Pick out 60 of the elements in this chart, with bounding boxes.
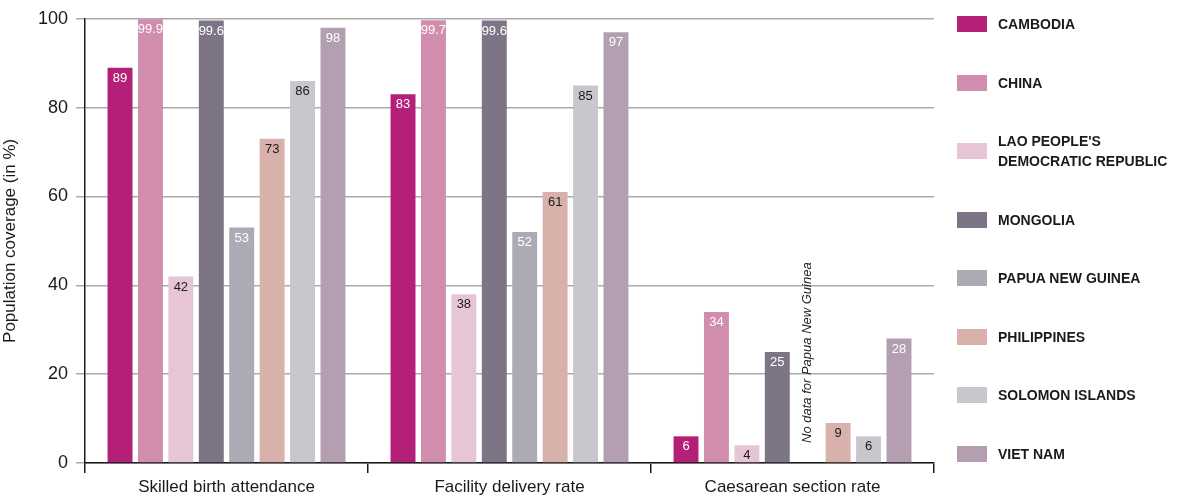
legend-label: LAO PEOPLE'S DEMOCRATIC REPUBLIC	[998, 132, 1169, 172]
annotation: No data for Papua New Guinea	[799, 262, 815, 443]
bar	[481, 20, 507, 463]
legend-label: SOLOMON ISLANDS	[998, 386, 1136, 406]
data-label: 61	[547, 194, 563, 210]
bar	[107, 67, 133, 463]
bar	[290, 80, 316, 463]
bar	[198, 20, 224, 463]
data-label: 86	[295, 83, 310, 99]
bar	[703, 311, 729, 463]
data-label: 89	[112, 69, 128, 85]
y-tick-label: 60	[47, 185, 68, 206]
y-tick-label: 0	[57, 451, 68, 472]
bar	[573, 85, 599, 463]
data-label: 25	[770, 354, 785, 370]
y-tick-label: 20	[47, 363, 68, 384]
bar	[451, 294, 477, 463]
data-label: 4	[743, 447, 751, 463]
bar	[856, 436, 882, 463]
data-label: 42	[173, 278, 189, 294]
bar	[390, 94, 416, 463]
data-label: 99.9	[137, 21, 164, 37]
data-label: 98	[325, 29, 341, 45]
x-tick-label: Caesarean section rate	[704, 476, 881, 496]
data-label: 83	[395, 96, 411, 112]
data-label: 85	[578, 87, 593, 103]
y-axis-title: Population coverage (in %)	[0, 138, 19, 343]
x-tick-label: Facility delivery rate	[434, 476, 585, 496]
data-label: 52	[517, 234, 532, 250]
bar	[734, 445, 760, 463]
x-tick-label: Skilled birth attendance	[138, 476, 315, 496]
legend-label: MONGOLIA	[998, 210, 1075, 230]
data-label: 99.7	[420, 22, 447, 38]
data-label: 97	[608, 34, 624, 50]
y-tick-label: 100	[37, 7, 68, 28]
bar	[673, 436, 699, 463]
bar	[259, 138, 285, 463]
legend-label: CHINA	[998, 73, 1043, 93]
data-label: 6	[864, 438, 873, 454]
bar	[825, 423, 851, 463]
bar	[764, 351, 790, 463]
data-label: 34	[709, 314, 724, 330]
legend-label: PAPUA NEW GUINEA	[998, 269, 1141, 289]
legend-label: VIET NAM	[998, 444, 1065, 464]
data-label: 53	[234, 229, 249, 245]
bar	[420, 20, 446, 463]
y-tick-label: 80	[47, 96, 68, 117]
data-label: 99.6	[481, 22, 507, 38]
data-label: 99.6	[198, 22, 224, 38]
legend-label: PHILIPPINES	[998, 327, 1086, 347]
y-tick-label: 40	[47, 274, 68, 295]
legend-label: CAMBODIA	[998, 15, 1075, 34]
bar	[137, 19, 163, 463]
data-label: 9	[834, 425, 842, 441]
data-label: 28	[891, 340, 907, 356]
data-label: 6	[682, 438, 690, 454]
data-label: 38	[456, 296, 472, 312]
data-label: 73	[264, 140, 280, 156]
bar	[542, 192, 568, 463]
bar	[168, 276, 194, 463]
